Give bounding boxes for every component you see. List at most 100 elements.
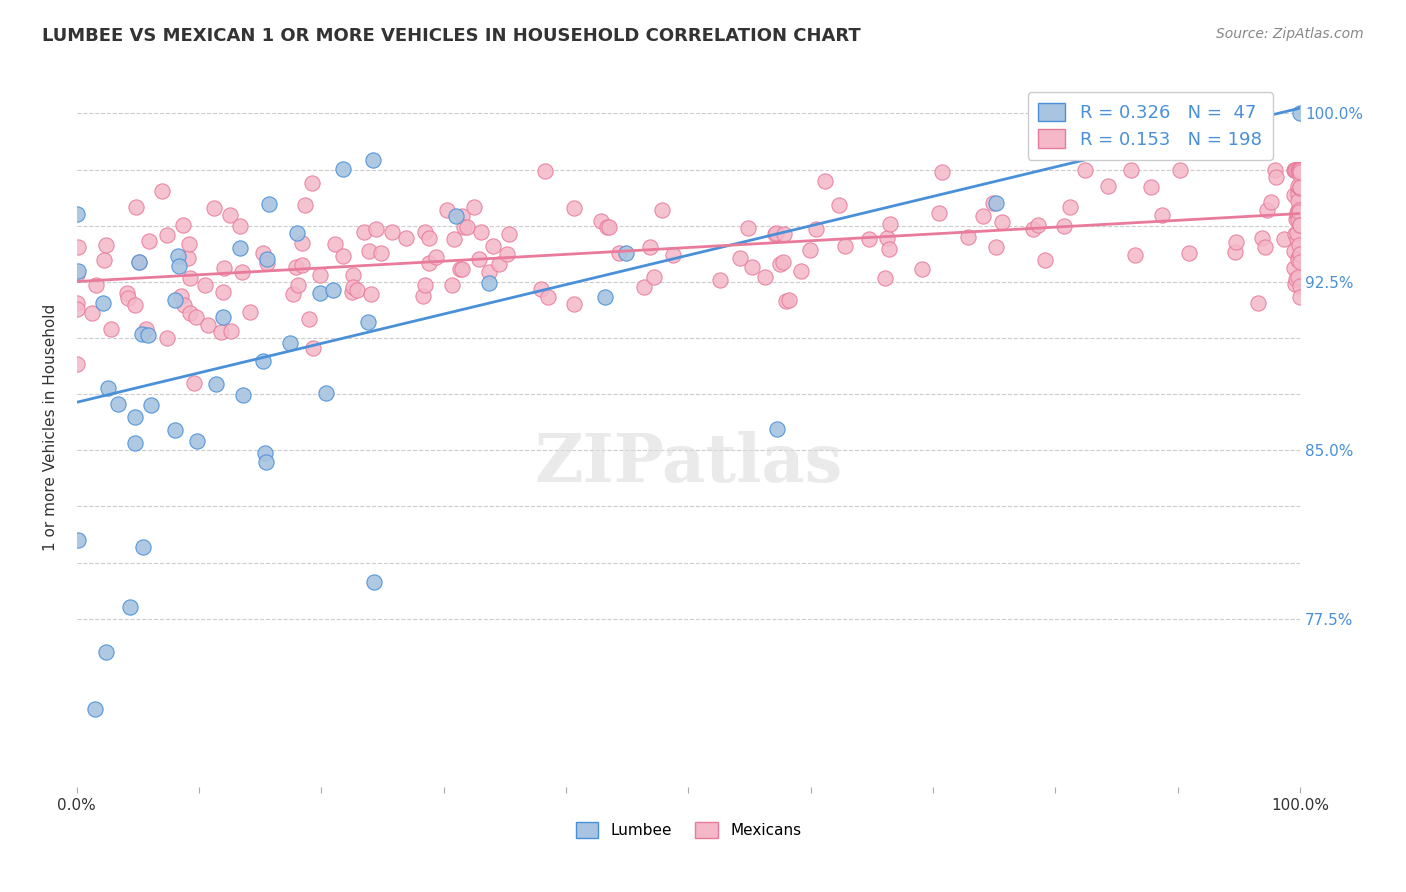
Point: [1251, 231, 1274, 245]
Point: [876, 231, 898, 245]
Point: [131, 326, 153, 341]
Point: [1282, 188, 1305, 202]
Point: [298, 312, 321, 326]
Point: [256, 256, 278, 270]
Point: [534, 164, 557, 178]
Point: [537, 289, 560, 303]
Point: [360, 286, 382, 301]
Point: [1286, 226, 1309, 240]
Point: [790, 264, 813, 278]
Point: [254, 455, 277, 469]
Point: [1284, 277, 1306, 291]
Point: [834, 239, 856, 253]
Point: [287, 278, 309, 293]
Point: [361, 153, 384, 167]
Text: ZIPatlas: ZIPatlas: [534, 431, 842, 496]
Point: [879, 217, 901, 231]
Point: [84, 701, 107, 715]
Point: [638, 240, 661, 254]
Point: [1026, 218, 1049, 232]
Point: [315, 386, 337, 401]
Point: [342, 268, 364, 282]
Point: [212, 261, 235, 276]
Point: [440, 278, 463, 293]
Point: [813, 174, 835, 188]
Point: [1288, 218, 1310, 232]
Point: [1288, 162, 1310, 177]
Point: [346, 283, 368, 297]
Point: [1256, 203, 1278, 218]
Point: [709, 273, 731, 287]
Point: [478, 277, 501, 291]
Point: [257, 196, 280, 211]
Point: [370, 245, 392, 260]
Point: [1289, 246, 1312, 260]
Point: [205, 376, 228, 391]
Point: [1288, 162, 1310, 177]
Point: [1059, 200, 1081, 214]
Point: [301, 176, 323, 190]
Point: [773, 227, 796, 241]
Point: [340, 285, 363, 299]
Point: [413, 278, 436, 293]
Point: [1286, 253, 1309, 268]
Point: [66, 240, 89, 254]
Point: [418, 256, 440, 270]
Point: [910, 261, 932, 276]
Point: [231, 265, 253, 279]
Point: [562, 296, 585, 310]
Point: [643, 270, 665, 285]
Point: [766, 422, 789, 436]
Point: [366, 222, 388, 236]
Point: [1285, 206, 1308, 220]
Point: [451, 209, 474, 223]
Point: [186, 310, 208, 324]
Point: [496, 247, 519, 261]
Point: [278, 336, 301, 351]
Point: [763, 227, 786, 241]
Point: [156, 331, 179, 345]
Point: [412, 289, 434, 303]
Point: [66, 263, 89, 277]
Point: [1084, 115, 1107, 129]
Point: [1286, 202, 1309, 217]
Point: [737, 221, 759, 235]
Point: [1264, 162, 1286, 177]
Point: [446, 209, 468, 223]
Point: [100, 321, 122, 335]
Point: [118, 600, 141, 615]
Point: [1223, 245, 1246, 260]
Point: [456, 220, 478, 235]
Point: [66, 207, 89, 221]
Point: [150, 185, 173, 199]
Point: [1123, 247, 1146, 261]
Point: [443, 232, 465, 246]
Point: [1074, 162, 1097, 177]
Point: [1286, 251, 1309, 265]
Point: [662, 248, 685, 262]
Point: [209, 325, 232, 339]
Point: [1285, 207, 1308, 221]
Point: [1289, 278, 1312, 293]
Point: [1288, 181, 1310, 195]
Point: [1284, 162, 1306, 177]
Point: [530, 282, 553, 296]
Point: [252, 353, 274, 368]
Point: [308, 285, 330, 300]
Point: [136, 327, 159, 342]
Point: [450, 262, 472, 277]
Point: [728, 252, 751, 266]
Point: [614, 245, 637, 260]
Point: [1286, 178, 1309, 193]
Point: [353, 225, 375, 239]
Point: [167, 249, 190, 263]
Point: [449, 261, 471, 276]
Point: [395, 231, 418, 245]
Point: [281, 287, 304, 301]
Point: [981, 196, 1004, 211]
Point: [156, 228, 179, 243]
Point: [284, 260, 307, 274]
Point: [294, 198, 316, 212]
Point: [478, 265, 501, 279]
Point: [1140, 180, 1163, 194]
